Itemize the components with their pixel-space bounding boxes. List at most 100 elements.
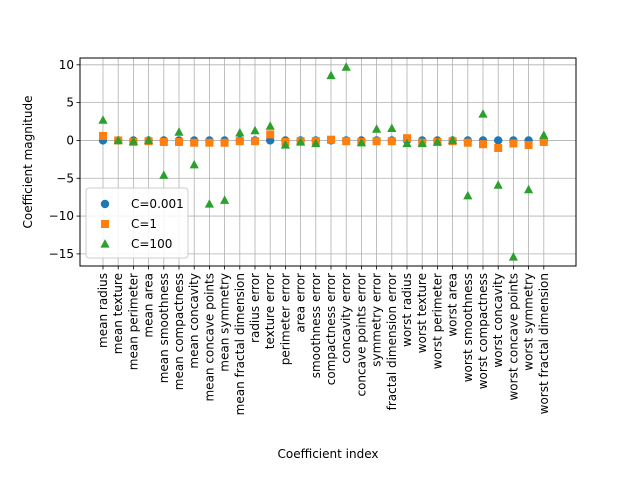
legend: C=0.001 C=1 C=100 <box>85 187 189 259</box>
point-triangle <box>235 128 245 137</box>
point-triangle <box>250 125 260 135</box>
x-tick-label: worst compactness <box>476 273 490 389</box>
y-tick-label: −15 <box>49 247 74 261</box>
point-square <box>190 138 199 147</box>
point-square <box>205 138 214 147</box>
point-triangle <box>128 136 138 145</box>
point-triangle <box>341 62 351 71</box>
point-square <box>266 130 275 139</box>
legend-marker-triangle <box>100 239 110 248</box>
point-square <box>387 137 396 146</box>
point-triangle <box>311 138 321 148</box>
point-square <box>235 137 244 146</box>
point-circle <box>494 136 503 145</box>
x-axis-ticks: mean radius mean texture mean perimeter mea… <box>96 266 551 415</box>
point-triangle <box>372 124 382 133</box>
x-tick-label: compactness error <box>324 273 338 385</box>
point-square <box>175 137 183 146</box>
x-tick-label: worst fractal dimension <box>537 273 551 414</box>
x-tick-label: concave points error <box>354 273 368 397</box>
x-tick-label: concavity error <box>339 273 353 364</box>
x-tick-label: mean smoothness <box>157 273 171 383</box>
x-tick-label: fractal dimension error <box>385 273 399 410</box>
x-tick-label: symmetry error <box>370 273 384 367</box>
point-triangle <box>448 135 458 145</box>
x-tick-label: smoothness error <box>309 273 323 378</box>
x-tick-label: mean concave points <box>202 273 216 402</box>
point-square <box>342 137 351 146</box>
y-tick-label: −5 <box>56 171 74 185</box>
y-axis-ticks: −15 −10 −5 0 5 10 <box>49 58 80 261</box>
point-triangle <box>402 138 412 148</box>
point-square <box>479 140 487 149</box>
point-square <box>539 137 548 146</box>
x-tick-label: worst concave points <box>506 273 520 401</box>
point-triangle <box>493 180 503 189</box>
point-triangle <box>220 195 230 204</box>
y-tick-label: 0 <box>66 133 74 147</box>
x-tick-label: worst concavity <box>491 273 505 368</box>
legend-marker-square <box>101 220 109 228</box>
data-markers <box>98 62 549 261</box>
x-tick-label: worst radius <box>400 273 414 347</box>
plot-frame <box>79 57 577 267</box>
point-triangle <box>508 252 518 261</box>
point-triangle <box>417 138 427 148</box>
x-tick-label: mean perimeter <box>126 273 140 370</box>
x-tick-label: perimeter error <box>278 273 292 365</box>
point-square <box>494 144 503 153</box>
point-triangle <box>280 140 290 149</box>
x-tick-label: mean compactness <box>172 273 186 390</box>
point-triangle <box>144 135 154 145</box>
point-square <box>327 135 335 144</box>
point-triangle <box>204 199 214 208</box>
point-triangle <box>265 121 275 130</box>
y-tick-label: 5 <box>66 96 74 110</box>
x-tick-label: mean symmetry <box>218 273 232 372</box>
x-tick-label: mean fractal dimension <box>233 273 247 415</box>
point-square <box>524 140 533 149</box>
x-tick-label: texture error <box>263 273 277 349</box>
point-triangle <box>174 127 184 136</box>
point-square <box>509 139 518 148</box>
point-triangle <box>296 137 306 146</box>
legend-label: C=1 <box>131 217 157 231</box>
point-triangle <box>326 70 336 80</box>
point-triangle <box>432 137 442 146</box>
point-triangle <box>387 123 397 133</box>
point-triangle <box>524 184 534 194</box>
point-square <box>99 131 107 140</box>
x-axis-label: Coefficient index <box>278 447 379 461</box>
x-tick-label: worst perimeter <box>430 273 444 369</box>
y-axis-label: Coefficient magnitude <box>21 95 35 228</box>
y-tick-label: 10 <box>59 58 74 72</box>
point-triangle <box>356 137 366 147</box>
x-tick-label: radius error <box>248 273 262 343</box>
point-square <box>159 137 168 146</box>
legend-marker-circle <box>100 199 110 209</box>
point-square <box>403 134 411 143</box>
x-tick-label: mean radius <box>96 273 110 348</box>
x-tick-label: worst texture <box>415 273 429 353</box>
y-tick-label: −10 <box>49 209 74 223</box>
point-triangle <box>463 190 473 200</box>
point-triangle <box>159 170 169 179</box>
x-tick-label: mean concavity <box>187 273 201 369</box>
point-square <box>463 138 472 147</box>
point-square <box>372 137 381 146</box>
legend-label: C=100 <box>131 237 172 251</box>
point-triangle <box>113 135 123 145</box>
point-triangle <box>189 159 199 169</box>
point-triangle <box>478 109 488 118</box>
point-square <box>220 138 229 147</box>
x-tick-label: worst symmetry <box>522 273 536 371</box>
point-square <box>251 137 259 146</box>
x-tick-label: area error <box>294 273 308 333</box>
x-tick-label: worst area <box>446 273 460 337</box>
legend-label: C=0.001 <box>131 197 184 211</box>
legend-box <box>85 187 189 259</box>
x-tick-label: mean texture <box>111 273 125 354</box>
point-triangle <box>539 130 549 139</box>
point-triangle <box>98 115 108 124</box>
